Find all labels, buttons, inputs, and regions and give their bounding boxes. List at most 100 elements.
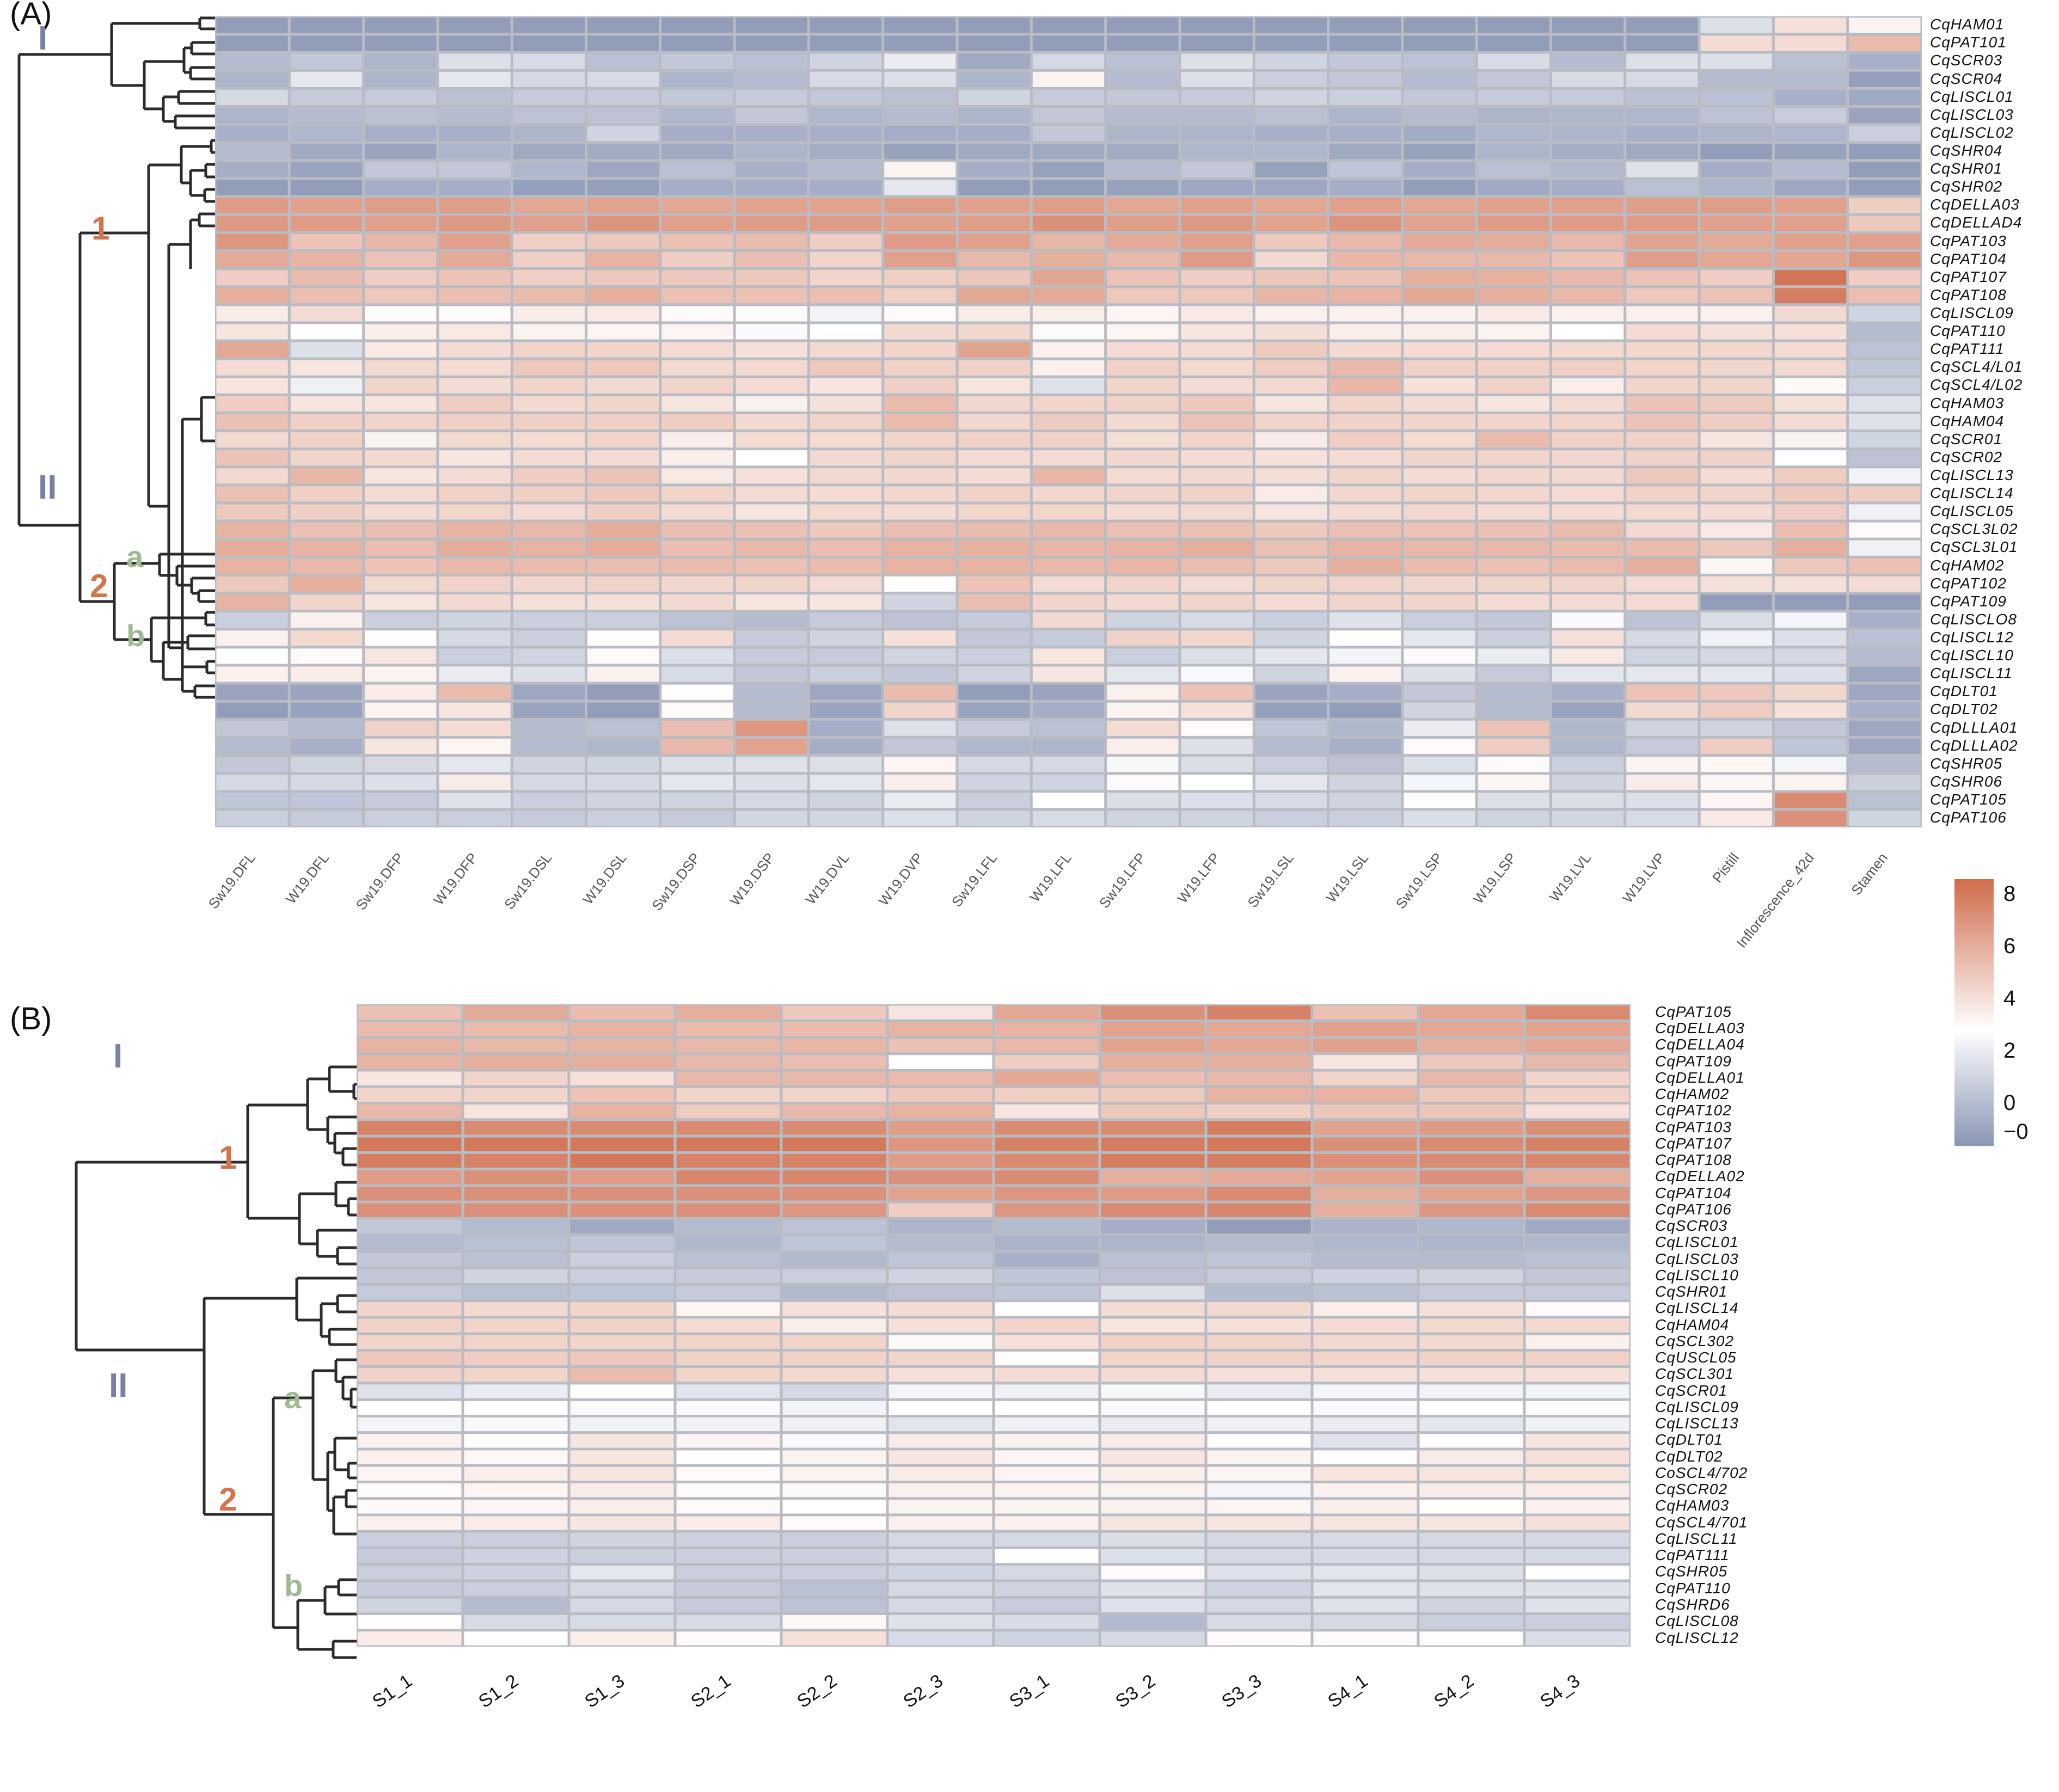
panel-a-cell-CqHAM02-W19.LSL [1329, 558, 1401, 574]
panel-a-cell-CqPAT108-W19.LFP [1181, 288, 1253, 304]
panel-b-cell-CqLISCL01-S4_1 [1313, 1236, 1417, 1250]
panel-a-cell-CqLISCL02-W19.LVL [1552, 126, 1624, 142]
panel-a-cell-CqPAT101-Inflorescence_42d [1774, 35, 1847, 51]
panel-a-cell-CqHAM01-W19.DFP [439, 17, 511, 33]
panel-a-cell-CqPAT108-Sw19.LSL [1255, 288, 1327, 304]
panel-a-cell-CqLISCL11-Sw19.LFP [1107, 666, 1179, 682]
panel-a-cell-CqSCR02-W19.LVL [1552, 450, 1624, 466]
panel-b-cell-CqPAT110-S3_3 [1207, 1582, 1311, 1596]
panel-b-cell-CqLISCL13-S2_1 [676, 1417, 780, 1432]
panel-b-cell-CqLISCL11-S2_3 [888, 1532, 992, 1546]
panel-a-cell-CqLISCL12-Sw19.LFP [1107, 630, 1179, 646]
panel-b-cell-CqUSCL05-S3_2 [1101, 1351, 1205, 1366]
panel-a-cell-CqHAM03-Sw19.DFP [365, 396, 437, 412]
panel-a-row-label: CqPAT104 [1930, 250, 2007, 267]
panel-a-cell-CqSHR06-Sw19.LFL [958, 775, 1030, 790]
panel-b-cell-CqDELLA04-S4_2 [1419, 1039, 1523, 1053]
panel-a-cell-CqSCR02-W19.LFL [1032, 450, 1105, 466]
panel-a-cell-CqPAT111-W19.LFP [1181, 342, 1253, 358]
panel-a-cell-CqSCR04-Sw19.LSL [1255, 71, 1327, 87]
panel-a-cell-CqSCR01-W19.DSL [587, 432, 659, 448]
panel-a-row-label: CqLISCL02 [1930, 124, 2014, 141]
panel-a-cell-CqLISCL10-Sw19.DFP [365, 648, 437, 664]
panel-a-cell-CqPAT106-Pistill [1700, 811, 1772, 826]
panel-b-cell-CqDELLA04-S3_1 [995, 1039, 1099, 1053]
panel-a-cell-CqDELLA03-Inflorescence_42d [1774, 198, 1847, 213]
panel-a-cell-CqDLT01-Inflorescence_42d [1774, 684, 1847, 700]
panel-b-cell-CqSCR01-S1_3 [570, 1384, 674, 1398]
colorbar-step [1954, 904, 1994, 907]
panel-a-cell-CqSHR04-W19.DFP [439, 144, 511, 159]
panel-b-cell-CqSCR01-S2_3 [888, 1384, 992, 1398]
panel-a-cell-CqDLLLA02-W19.LFL [1032, 738, 1105, 754]
panel-a-cell-CqLISCL05-Sw19.LSL [1255, 504, 1327, 520]
panel-a-cell-CqPAT102-W19.LFP [1181, 576, 1253, 592]
panel-a-cell-CqDLLLA02-W19.LSL [1329, 738, 1401, 754]
panel-b-cell-CqLISCL10-S1_3 [570, 1269, 674, 1283]
panel-b-cell-CqSCR01-S2_2 [782, 1384, 886, 1398]
panel-a-row-label: CqHAM02 [1930, 556, 2005, 574]
panel-b-row-label: CqPAT102 [1655, 1102, 1732, 1119]
panel-a-cell-CqPAT105-W19.LVP [1626, 793, 1698, 808]
panel-b-cell-CqPAT105-S3_2 [1101, 1005, 1205, 1020]
panel-a-cell-CqHAM03-W19.DSL [587, 396, 659, 412]
panel-a-cell-CqSCL4/L01-W19.LSL [1329, 360, 1401, 376]
panel-a-cell-CqLISCL03-W19.DSL [587, 108, 659, 124]
panel-a-cell-CqSHR04-W19.LFP [1181, 144, 1253, 159]
panel-b-cell-CqLISCL14-S1_1 [358, 1302, 462, 1316]
colorbar-step [1954, 1002, 1994, 1005]
panel-b-cell-CqHAM03-S3_3 [1207, 1500, 1311, 1514]
panel-a-cell-CqSCR02-Inflorescence_42d [1774, 450, 1847, 466]
panel-a-cell-CqSHR02-Sw19.LFP [1107, 180, 1179, 195]
panel-a-cell-CqPAT109-W19.LSP [1478, 594, 1549, 610]
panel-a-column-label: Sw19.LSL [1244, 849, 1297, 911]
colorbar-step [1954, 1034, 1994, 1038]
panel-a-cell-CqDLT01-W19.LSL [1329, 684, 1401, 700]
panel-b-cell-CqSCL4/701-S1_3 [570, 1516, 674, 1530]
panel-a-row-label: CqHAM01 [1930, 16, 2005, 33]
panel-a-cell-CqLISCL03-W19.LFP [1181, 108, 1253, 124]
colorbar-step [1954, 1032, 1994, 1035]
panel-a-cell-CqSCL3L01-Inflorescence_42d [1774, 540, 1847, 556]
panel-a-cell-CqSHR04-W19.DVL [810, 144, 882, 159]
panel-b-cell-CqSHR01-S4_1 [1313, 1285, 1417, 1300]
panel-a-cell-CqSCL4/L02-Sw19.DSL [513, 378, 585, 394]
panel-b-cell-CqPAT105-S1_2 [464, 1005, 568, 1020]
panel-a-cell-CqSCR01-W19.DFL [290, 432, 363, 448]
panel-a-cell-CqLISCL09-W19.LFL [1032, 306, 1105, 322]
panel-b-cell-CqDLT02-S3_1 [995, 1450, 1099, 1464]
panel-a-cell-CqPAT102-W19.DVP [884, 576, 956, 592]
panel-a-cell-CqSHR05-W19.DSL [587, 757, 659, 772]
panel-a-row-label: CqPAT109 [1930, 592, 2007, 610]
colorbar-step [1954, 1051, 1994, 1054]
panel-b-cell-CqPAT110-S2_1 [676, 1582, 780, 1596]
colorbar-step [1954, 1113, 1994, 1116]
panel-a-cell-CqSHR01-W19.DFP [439, 162, 511, 177]
panel-b-cell-CqLISCL03-S4_2 [1419, 1253, 1523, 1267]
panel-b-cell-CqPAT111-S4_2 [1419, 1549, 1523, 1563]
colorbar-step [1954, 928, 1994, 931]
panel-b-cell-CqHAM03-S2_2 [782, 1500, 886, 1514]
panel-a-cell-CqLISCLO8-Sw19.DSL [513, 612, 585, 628]
panel-a-cell-CqLISCL13-Inflorescence_42d [1774, 468, 1847, 484]
panel-a-cell-CqPAT107-Sw19.DFP [365, 270, 437, 286]
panel-b-cell-CqUSCL05-S4_2 [1419, 1351, 1523, 1366]
panel-b-cell-CqDELLA03-S4_1 [1313, 1022, 1417, 1036]
panel-b-cell-CqLISCL12-S1_2 [464, 1631, 568, 1646]
panel-b-cell-CqSCR03-S3_1 [995, 1219, 1099, 1234]
panel-b-cell-CqDELLA03-S2_3 [888, 1022, 992, 1036]
panel-b-row-label: CoSCL4/702 [1655, 1464, 1748, 1481]
panel-b-cell-CqLISCL10-S3_1 [995, 1269, 1099, 1283]
panel-b-cell-CqSCL302-S4_1 [1313, 1335, 1417, 1349]
panel-b-subgroup-a-label: a [284, 1380, 302, 1415]
panel-a-cell-CqSCL4/L01-W19.LFP [1181, 360, 1253, 376]
colorbar-step [1954, 947, 1994, 950]
panel-b-cell-CqDELLA02-S2_2 [782, 1170, 886, 1185]
colorbar-step [1954, 923, 1994, 926]
panel-a-cell-CqPAT109-W19.DFP [439, 594, 511, 610]
panel-b-cell-CqLISCL09-S2_3 [888, 1401, 992, 1415]
panel-a-cell-CqSCR02-Pistill [1700, 450, 1772, 466]
panel-a-cell-CqSCR02-Sw19.DSP [661, 450, 733, 466]
panel-a-cell-CqHAM01-W19.DSP [736, 17, 807, 33]
panel-a-cell-CqLISCL12-W19.DFP [439, 630, 511, 646]
